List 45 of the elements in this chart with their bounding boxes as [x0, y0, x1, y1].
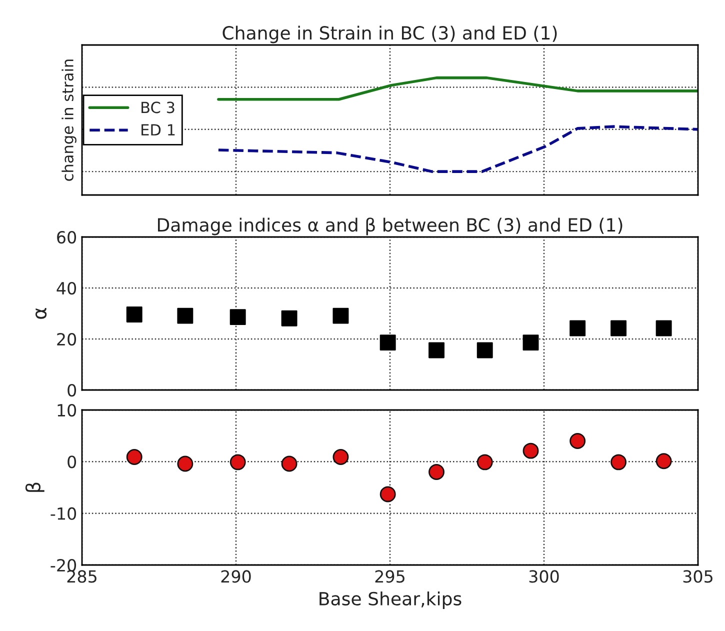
- point: [126, 306, 142, 322]
- y-tick-label: 0: [68, 384, 76, 397]
- point: [126, 449, 142, 465]
- chart-title: Damage indices α and β between BC (3) and ED (1): [158, 218, 622, 236]
- y-tick-label: 40: [56, 282, 76, 295]
- point: [332, 449, 349, 465]
- y-axis-title: β: [25, 482, 44, 492]
- point: [332, 308, 349, 324]
- point: [476, 342, 493, 358]
- point: [656, 320, 672, 336]
- y-tick-label: 60: [57, 230, 76, 244]
- point: [570, 320, 586, 336]
- point: [428, 464, 444, 480]
- legend-label: BC 3: [142, 102, 174, 114]
- y-tick-label: 20: [57, 332, 76, 346]
- x-tick-label: 285: [67, 570, 96, 583]
- point: [428, 342, 444, 358]
- point: [522, 334, 539, 351]
- point: [380, 334, 396, 351]
- x-tick-label: 295: [375, 570, 404, 583]
- point: [177, 456, 194, 472]
- y-tick-label: 0: [68, 456, 76, 468]
- point: [230, 309, 246, 326]
- y-axis-title: change in strain: [62, 60, 76, 181]
- chart-title: Change in Strain in BC (3) and ED (1): [222, 26, 557, 44]
- point: [281, 310, 298, 326]
- point: [570, 433, 586, 449]
- x-tick-label: 300: [529, 570, 559, 583]
- point: [522, 442, 539, 459]
- x-tick-label: 290: [221, 570, 251, 583]
- point: [380, 486, 396, 502]
- x-tick-label: 305: [683, 570, 712, 583]
- point: [610, 454, 627, 470]
- legend-label: ED 1: [142, 124, 175, 136]
- point: [476, 454, 493, 470]
- point: [281, 456, 298, 472]
- x-axis-title: Base Shear,kips: [320, 592, 462, 610]
- point: [610, 320, 627, 336]
- point: [656, 453, 672, 470]
- y-axis-title: α: [35, 308, 47, 319]
- point: [177, 308, 194, 324]
- y-tick-label: -20: [50, 558, 76, 572]
- y-tick-label: -10: [50, 507, 76, 520]
- y-tick-label: 10: [58, 404, 76, 417]
- point: [230, 454, 246, 470]
